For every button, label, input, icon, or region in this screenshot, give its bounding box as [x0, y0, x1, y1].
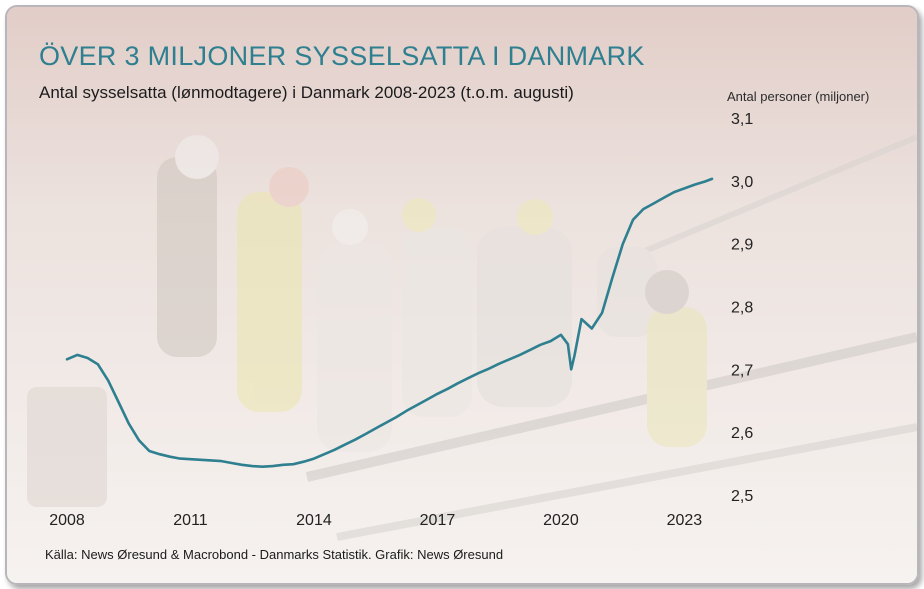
x-tick-labels: 2008 2011 2014 2017 2020 2023	[49, 512, 702, 529]
y-tick-label: 2,7	[731, 362, 753, 379]
series-line-employed	[65, 177, 714, 468]
y-tick-label: 2,8	[731, 300, 753, 317]
line-chart: 2,52,62,72,82,93,03,1 2008 2011 2014 2017 20…	[49, 111, 753, 529]
y-tick-label: 2,6	[731, 425, 753, 442]
y-tick-label: 3,0	[731, 174, 753, 191]
source-note: Källa: News Øresund & Macrobond - Danmar…	[45, 547, 504, 562]
y-tick-label: 2,9	[731, 237, 753, 254]
x-tick-label: 2017	[420, 512, 456, 529]
x-tick-label: 2011	[173, 512, 208, 529]
x-tick-label: 2014	[296, 512, 332, 529]
chart-title: ÖVER 3 MILJONER SYSSELSATTA I DANMARK	[39, 41, 645, 71]
y-tick-label: 3,1	[731, 111, 753, 128]
y-tick-labels: 2,5 2,6 2,7 2,8 2,9 3,0 3,1	[731, 111, 753, 505]
y-tick-label: 2,5	[731, 488, 753, 505]
x-tick-label: 2023	[667, 512, 703, 529]
x-tick-label: 2008	[49, 512, 85, 529]
y-axis-label: Antal personer (miljoner)	[727, 89, 870, 104]
x-tick-label: 2020	[543, 512, 579, 529]
background-photo	[7, 7, 917, 583]
chart-subtitle: Antal sysselsatta (lønmodtagere) i Danma…	[39, 83, 574, 102]
chart-card: ÖVER 3 MILJONER SYSSELSATTA I DANMARK An…	[5, 5, 919, 585]
